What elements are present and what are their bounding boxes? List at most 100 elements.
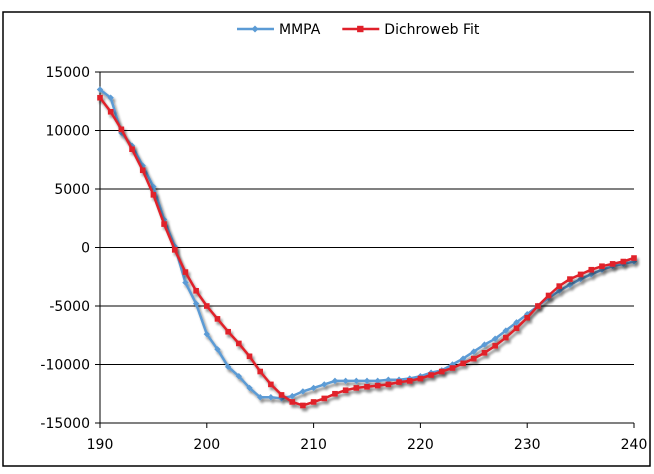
data-point (342, 387, 349, 394)
data-point (491, 335, 499, 342)
data-point (257, 394, 264, 401)
data-point (236, 340, 242, 347)
axes: 15000 10000 5000 0 -5000 -10000 -15000 190 200 21… (40, 65, 647, 453)
data-point (150, 192, 157, 198)
data-point (502, 327, 510, 334)
y-tick-label: 15000 (45, 65, 90, 81)
data-point (214, 316, 221, 322)
data-point (246, 384, 253, 392)
data-point (609, 261, 616, 267)
data-point (524, 314, 530, 321)
data-point (310, 384, 317, 392)
data-point (97, 94, 103, 101)
data-point (503, 334, 509, 341)
data-point (268, 381, 274, 388)
series-group (96, 86, 638, 409)
data-point (118, 126, 125, 133)
data-point (204, 303, 210, 309)
data-point (438, 368, 445, 375)
data-point (107, 94, 114, 101)
y-tick-label: 5000 (54, 182, 90, 198)
data-point (342, 377, 349, 385)
data-point (321, 395, 328, 402)
data-point (192, 300, 200, 307)
data-point (481, 341, 488, 348)
data-point (460, 360, 466, 367)
data-point (214, 346, 221, 353)
x-tick-label: 220 (407, 437, 434, 453)
y-tick-label: 10000 (45, 124, 90, 140)
x-tick-label: 200 (193, 437, 220, 453)
data-point (459, 355, 467, 362)
data-point (235, 373, 243, 380)
legend-marker-diamond-icon (251, 25, 259, 33)
data-point (406, 378, 413, 384)
data-point (588, 266, 595, 273)
legend: MMPA Dichroweb Fit (237, 22, 480, 38)
gridlines (100, 71, 634, 365)
data-point (417, 375, 424, 382)
data-point (385, 376, 392, 383)
legend-marker-square-icon (357, 25, 364, 33)
data-point (289, 399, 296, 405)
data-point (599, 263, 605, 270)
data-point (203, 330, 210, 338)
data-point (118, 129, 125, 137)
data-point (129, 146, 135, 153)
y-tick-label: 0 (81, 241, 90, 257)
data-point (492, 342, 498, 349)
data-point (331, 377, 339, 385)
x-tick-label: 230 (514, 437, 541, 453)
data-point (224, 363, 232, 371)
data-point (631, 255, 637, 261)
data-point (556, 287, 563, 294)
data-point (620, 258, 627, 265)
legend-label: Dichroweb Fit (384, 22, 480, 38)
chart-border (2, 11, 651, 467)
data-point (300, 402, 306, 409)
series-dichroweb-fit (97, 94, 637, 409)
data-point (535, 303, 541, 309)
data-point (449, 365, 456, 371)
data-point (567, 276, 573, 282)
data-point (513, 319, 520, 326)
data-point (588, 271, 595, 278)
data-point (363, 377, 371, 385)
data-point (193, 287, 199, 294)
legend-label: MMPA (279, 22, 321, 38)
y-tick-label: -5000 (49, 299, 90, 315)
data-point (374, 382, 381, 389)
data-point (107, 108, 114, 115)
data-point (321, 381, 328, 388)
data-point (566, 281, 574, 289)
data-point (471, 355, 477, 362)
data-point (385, 381, 392, 388)
x-tick-label: 240 (621, 437, 648, 453)
y-tick-label: -10000 (40, 358, 90, 374)
data-point (171, 247, 178, 253)
data-point (267, 394, 275, 401)
data-point (139, 167, 146, 174)
data-point (353, 385, 360, 391)
data-point (257, 368, 263, 375)
data-point (182, 269, 189, 275)
data-point (278, 392, 285, 398)
data-point (470, 348, 477, 355)
data-point (524, 310, 531, 318)
data-point (577, 271, 584, 278)
data-point (96, 86, 104, 93)
data-point (182, 279, 189, 286)
data-point (428, 372, 434, 378)
data-point (364, 383, 370, 390)
data-point (299, 388, 307, 395)
data-point (289, 392, 296, 400)
x-tick-label: 190 (87, 437, 114, 453)
data-point (396, 379, 402, 385)
x-tick-label: 210 (300, 437, 327, 453)
data-point (161, 221, 167, 227)
data-point (513, 325, 520, 332)
data-point (332, 390, 338, 397)
y-tick-label: -15000 (40, 416, 90, 432)
